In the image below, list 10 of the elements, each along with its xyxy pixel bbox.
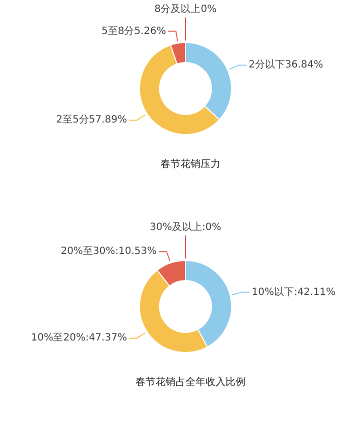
slice-label: 2分以下36.84%: [248, 58, 324, 71]
slice-label: 10%以下:42.11%: [252, 286, 336, 298]
category-label: 8分及以上0%: [154, 4, 217, 15]
slice-label: 10%至20%:47.37%: [30, 332, 127, 344]
text: 春节花销占全年收入比例: [136, 376, 246, 388]
text: 春节花销压力: [160, 158, 220, 170]
category-label: 30%及以上:0%: [150, 222, 222, 233]
legend-label: 5至8分5.26%: [101, 24, 166, 37]
slice-label: 2至5分57.89%: [56, 114, 127, 126]
slice-label: 20%至30%:10.53%: [60, 246, 157, 258]
